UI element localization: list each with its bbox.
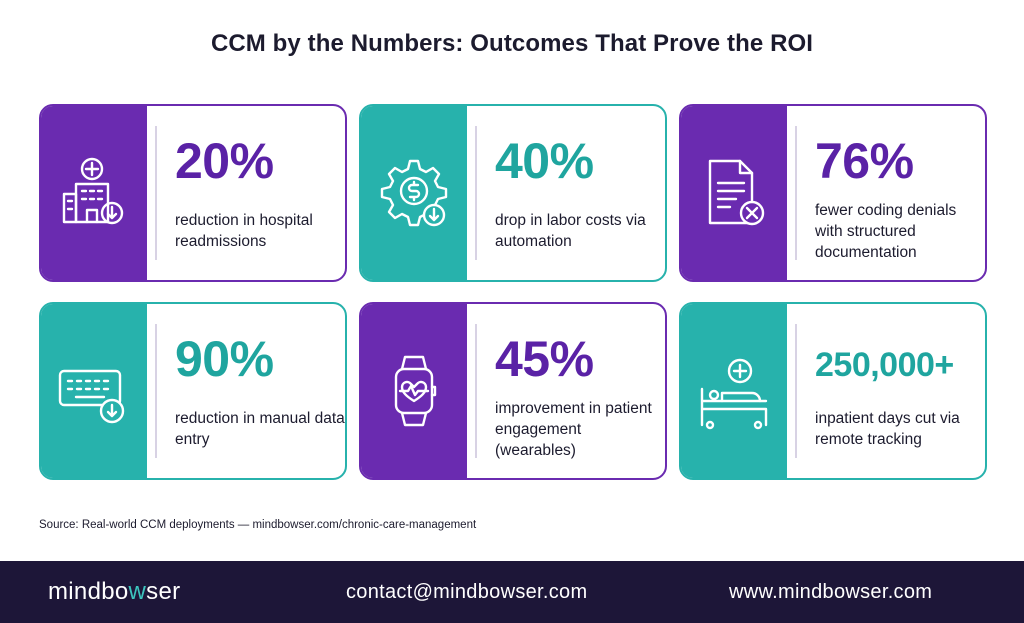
stat-description: reduction in manual data entry (175, 410, 345, 448)
stat-value: 20% (175, 133, 274, 189)
stat-value: 90% (175, 331, 274, 387)
card-divider (795, 324, 797, 458)
stat-value: 76% (815, 133, 914, 189)
brand-text-end: ser (146, 578, 181, 605)
footer-bar: mindbowser contact@mindbowser.com www.mi… (0, 561, 1024, 623)
hospital-icon (62, 157, 124, 225)
card-divider (475, 324, 477, 458)
hospital-bed-icon (700, 358, 768, 430)
keyboard-icon (58, 369, 125, 424)
brand-text-start: mindbo (48, 578, 129, 605)
document-denied-icon (708, 159, 765, 226)
stat-card-labor-costs: 40% drop in labor costs via automation (359, 104, 667, 282)
card-divider (795, 126, 797, 260)
stat-card-inpatient-days: 250,000+ inpatient days cut via remote t… (679, 302, 987, 480)
contact-email-link[interactable]: contact@mindbowser.com (346, 581, 588, 603)
brand-logo[interactable]: mindbowser (48, 578, 180, 606)
card-icon-panel (361, 106, 467, 280)
page-title: CCM by the Numbers: Outcomes That Prove … (210, 30, 814, 57)
card-icon-panel (681, 106, 787, 280)
stat-card-readmissions: 20% reduction in hospital readmissions (39, 104, 347, 282)
card-divider (475, 126, 477, 260)
stat-description: fewer coding denials with structured doc… (815, 202, 957, 261)
card-icon-panel (41, 304, 147, 478)
stat-description: inpatient days cut via remote tracking (815, 410, 960, 448)
stat-description: improvement in patient engagement (weara… (495, 400, 652, 459)
source-note: Source: Real-world CCM deployments — min… (39, 519, 477, 531)
card-icon-panel (361, 304, 467, 478)
stat-description: reduction in hospital readmissions (175, 212, 313, 250)
stat-card-data-entry: 90% reduction in manual data entry (39, 302, 347, 480)
dollar-gear-icon (380, 159, 448, 227)
card-divider (155, 126, 157, 260)
website-link[interactable]: www.mindbowser.com (729, 581, 933, 603)
stats-grid: 20% reduction in hospital readmissions 4… (39, 104, 987, 480)
card-icon-panel (681, 304, 787, 478)
stat-value: 40% (495, 133, 594, 189)
brand-text-accent: w (128, 578, 147, 605)
stat-description: drop in labor costs via automation (495, 212, 646, 250)
card-divider (155, 324, 157, 458)
smartwatch-heart-icon (394, 355, 437, 427)
stat-value: 45% (495, 331, 594, 387)
card-icon-panel (41, 106, 147, 280)
stat-value: 250,000+ (815, 346, 954, 384)
stat-card-coding-denials: 76% fewer coding denials with structured… (679, 104, 987, 282)
stat-card-engagement: 45% improvement in patient engagement (w… (359, 302, 667, 480)
